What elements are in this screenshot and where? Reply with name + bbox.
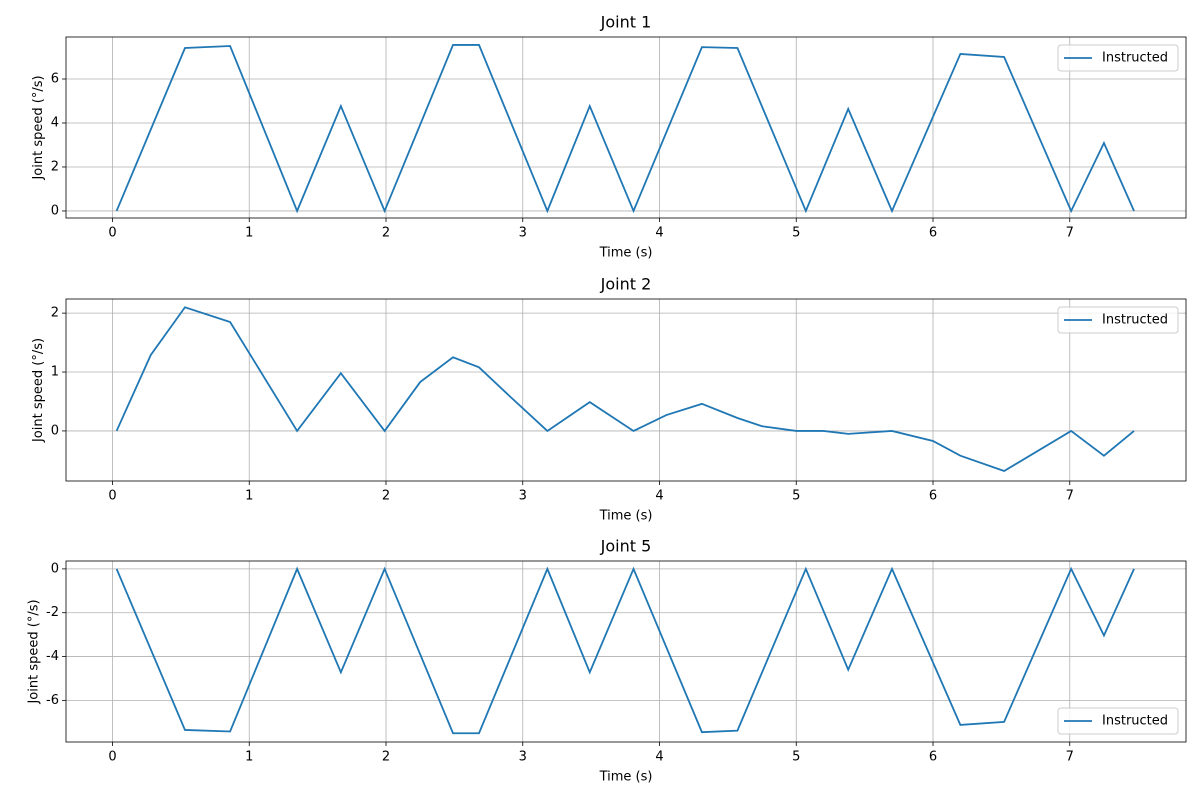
y-tick-label: 6 [51,72,59,87]
subplot: 0 1 2 3 4 5 6 7 -6 -4 -2 0 Joint 5 Time (s) Joint spee… [27,537,1187,785]
x-axis-label: Time (s) [599,246,653,261]
x-tick-label: 6 [929,750,937,765]
x-tick-label: 5 [792,226,800,241]
x-tick-label: 3 [519,489,527,504]
x-tick-label: 4 [655,226,663,241]
x-tick-label: 3 [519,226,527,241]
lines [115,44,1135,214]
y-axis-label: Joint speed (°/s) [31,75,46,180]
y-tick-label: -6 [46,693,59,708]
x-tick-label: 3 [519,750,527,765]
y-axis-label: Joint speed (°/s) [27,599,42,704]
x-tick-label: 0 [108,489,116,504]
data-line [115,44,1135,214]
y-tick-label: 1 [51,365,59,380]
x-tick-label: 6 [929,226,937,241]
y-tick-label: 4 [51,115,59,130]
x-tick-label: 0 [108,226,116,241]
x-tick-label: 5 [792,489,800,504]
legend-label: Instructed [1102,51,1168,66]
x-tick-label: 2 [382,226,390,241]
y-tick-label: 0 [51,561,59,576]
axes-frame [65,298,1187,482]
data-line [115,566,1135,735]
x-tick-label: 1 [245,226,253,241]
x-tick-label: 0 [108,750,116,765]
y-tick-label: 0 [51,203,59,218]
legend-label: Instructed [1102,714,1168,729]
subplot-title: Joint 2 [600,275,652,294]
x-tick-label: 2 [382,750,390,765]
axes-frame [65,560,1187,743]
y-tick-label: -2 [46,605,59,620]
x-tick-label: 7 [1066,489,1074,504]
subplot: 0 1 2 3 4 5 6 7 0 1 2 Joint 2 Time (s) Joint speed (°… [31,275,1187,524]
y-axis-label: Joint speed (°/s) [31,338,46,443]
x-tick-label: 7 [1066,750,1074,765]
x-tick-label: 2 [382,489,390,504]
x-tick-label: 4 [655,489,663,504]
x-axis-label: Time (s) [599,509,653,524]
x-axis-label: Time (s) [599,770,653,785]
subplot-title: Joint 1 [600,13,652,32]
legend-box [1057,44,1179,72]
y-tick-label: -4 [46,649,59,664]
y-tick-label: 0 [51,423,59,438]
lines [115,306,1135,472]
data-line [115,306,1135,472]
x-tick-label: 4 [655,750,663,765]
y-tick-label: 2 [51,159,59,174]
axes-frame [65,36,1187,219]
legend-box [1057,707,1179,735]
x-tick-label: 1 [245,489,253,504]
x-tick-label: 6 [929,489,937,504]
x-tick-label: 5 [792,750,800,765]
legend-label: Instructed [1102,313,1168,328]
lines [115,566,1135,735]
subplot: 0 1 2 3 4 5 6 7 0 2 4 6 Joint 1 Time (s) Joint speed (… [31,13,1187,261]
y-tick-label: 2 [51,306,59,321]
x-tick-label: 7 [1066,226,1074,241]
x-tick-label: 1 [245,750,253,765]
subplot-title: Joint 5 [600,537,652,556]
legend-box [1057,306,1179,334]
